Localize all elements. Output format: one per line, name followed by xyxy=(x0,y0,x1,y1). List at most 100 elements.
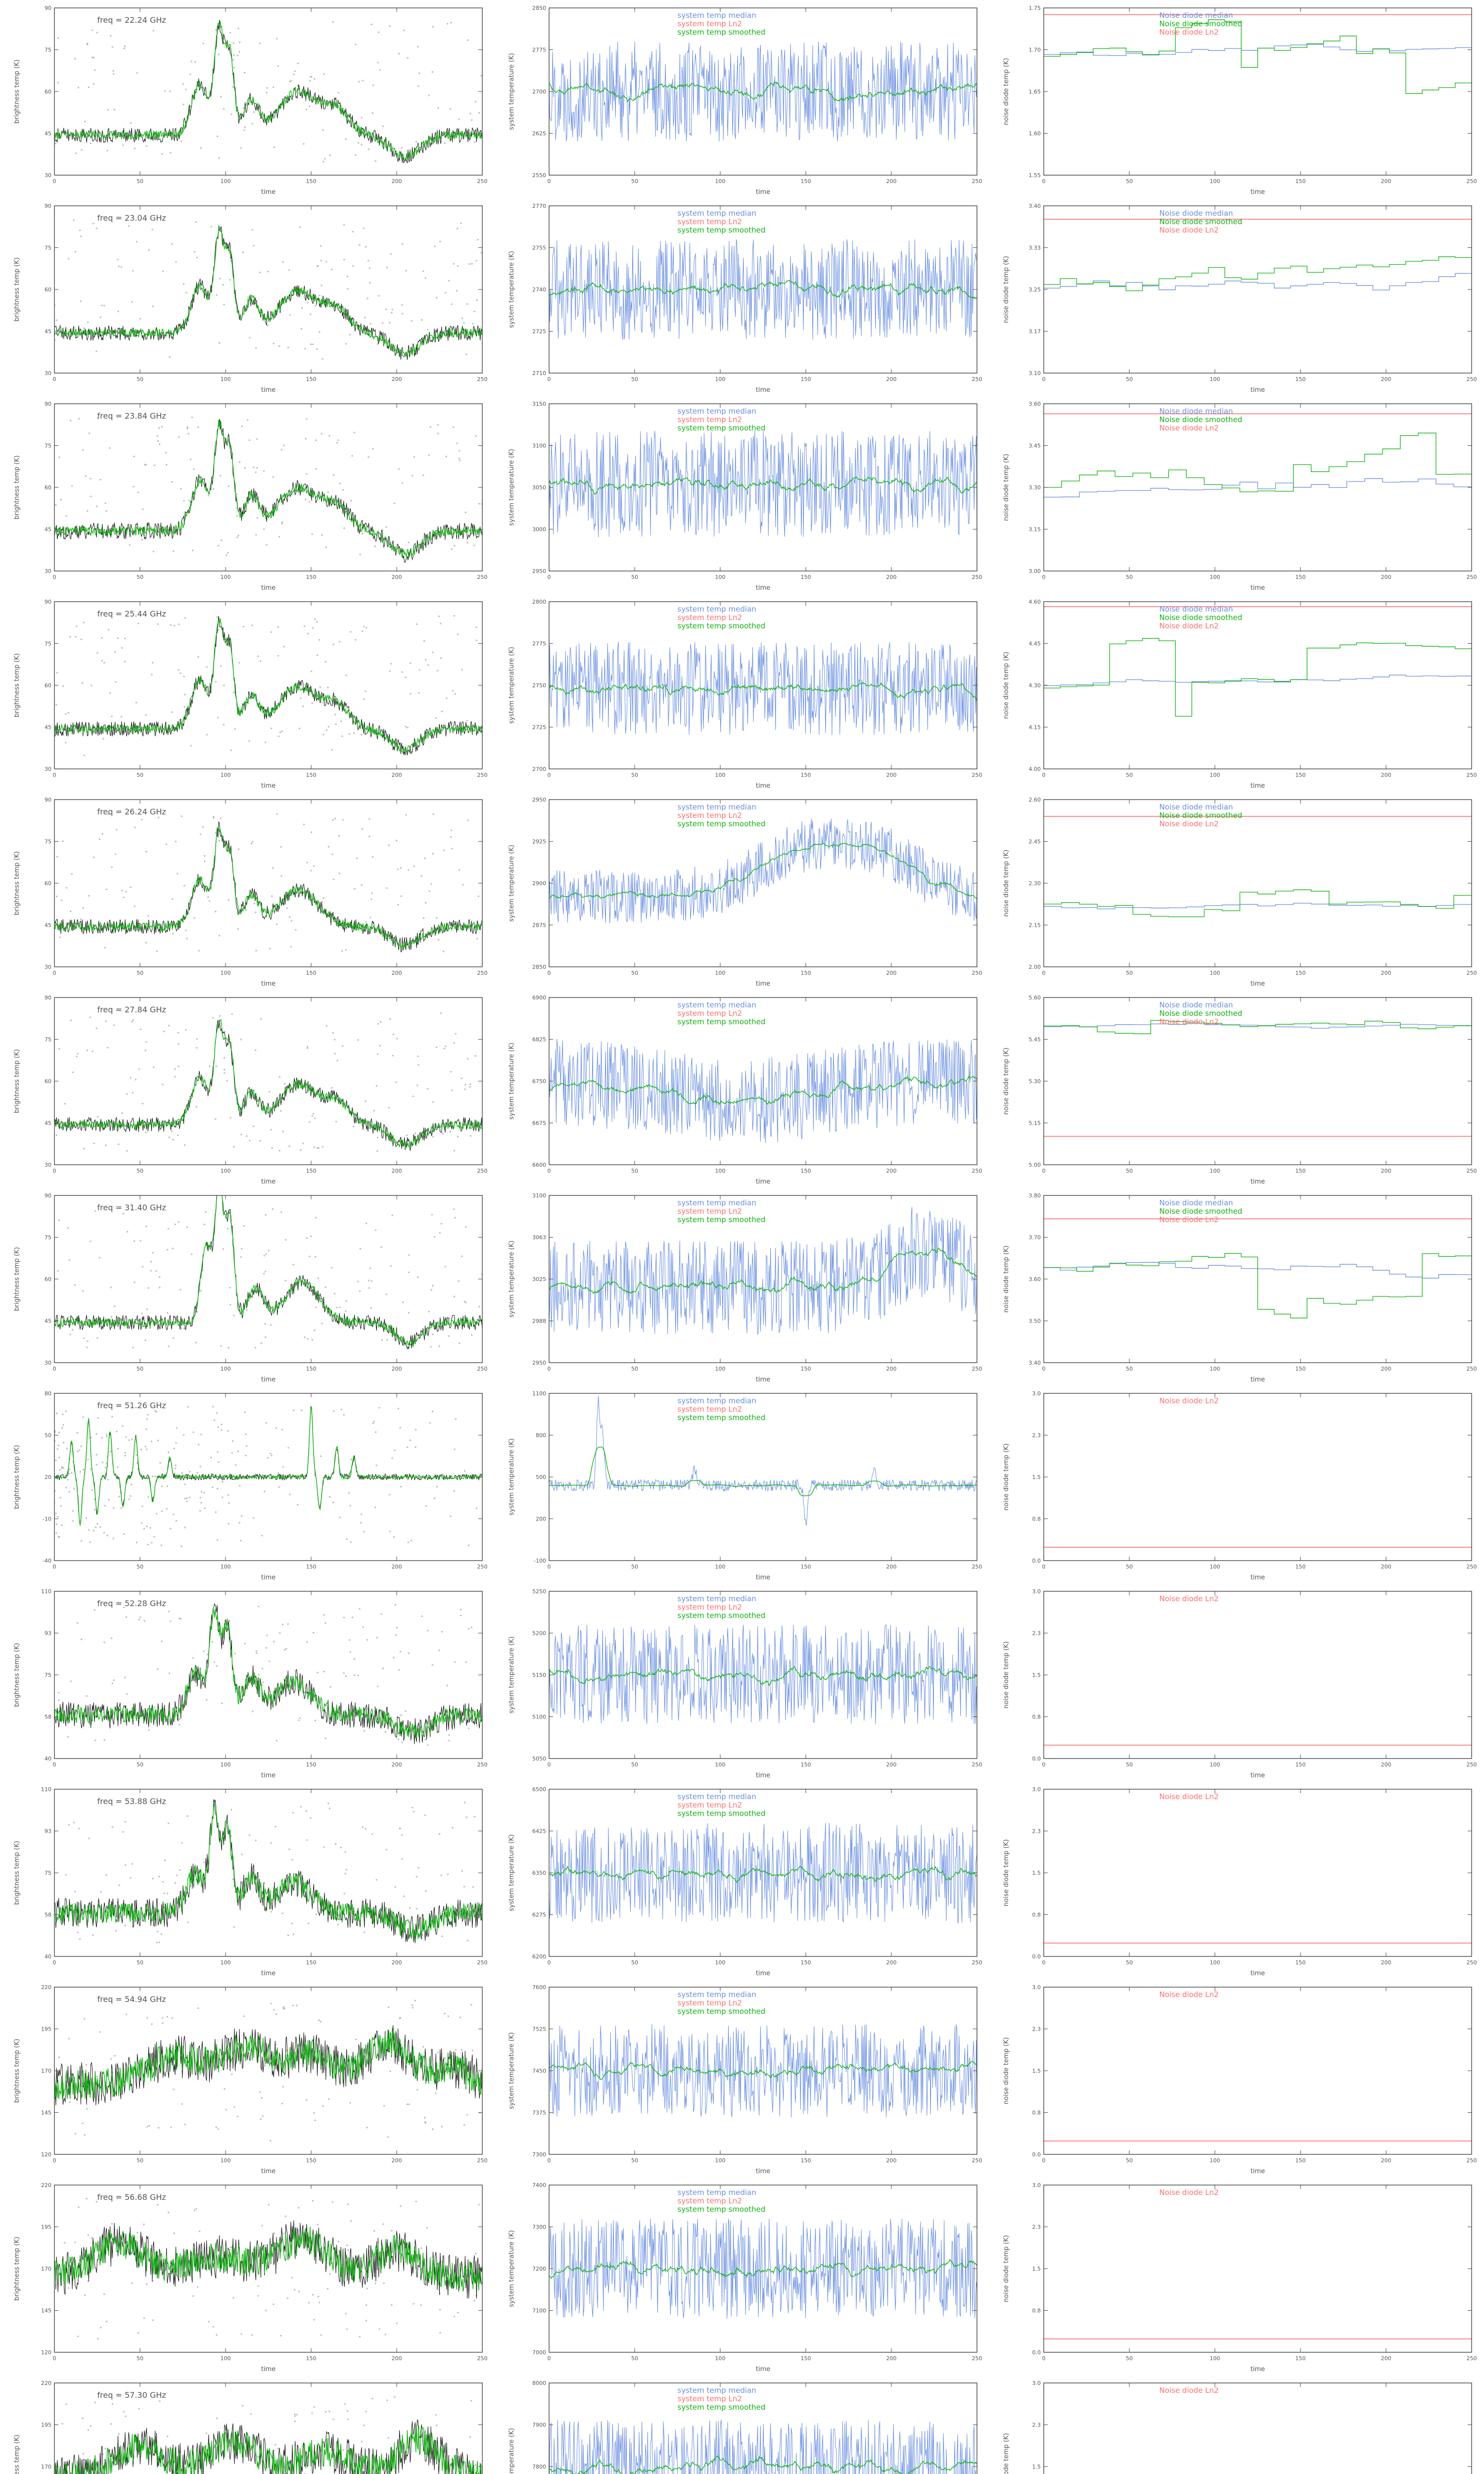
svg-text:250: 250 xyxy=(972,1366,982,1372)
svg-text:2.3: 2.3 xyxy=(1032,1432,1041,1439)
svg-text:100: 100 xyxy=(221,178,231,185)
svg-text:0: 0 xyxy=(1042,772,1046,778)
svg-text:50: 50 xyxy=(631,2157,638,2164)
svg-text:150: 150 xyxy=(1296,970,1306,976)
svg-text:3.40: 3.40 xyxy=(1029,203,1041,209)
svg-text:200: 200 xyxy=(392,376,402,382)
svg-text:93: 93 xyxy=(45,1630,51,1637)
svg-text:200: 200 xyxy=(886,1168,897,1174)
svg-text:5.60: 5.60 xyxy=(1029,995,1041,1001)
svg-text:time: time xyxy=(756,1178,770,1186)
svg-text:time: time xyxy=(756,1772,770,1779)
svg-text:system temp Ln2: system temp Ln2 xyxy=(678,1998,742,2007)
svg-text:time: time xyxy=(261,782,276,790)
svg-text:100: 100 xyxy=(221,1959,231,1966)
noise-diode-chart: Noise diode median Noise diode smoothed No… xyxy=(989,198,1484,396)
svg-text:3.0: 3.0 xyxy=(1032,1390,1041,1397)
svg-text:200: 200 xyxy=(886,574,897,580)
svg-text:3.0: 3.0 xyxy=(1032,2380,1041,2386)
svg-text:60: 60 xyxy=(45,1276,51,1283)
svg-text:250: 250 xyxy=(477,2355,488,2362)
svg-text:150: 150 xyxy=(306,2157,317,2164)
svg-text:250: 250 xyxy=(972,1761,982,1768)
svg-text:250: 250 xyxy=(972,574,982,580)
svg-text:system temperature (K): system temperature (K) xyxy=(508,1240,515,1318)
svg-text:brightness temp (K): brightness temp (K) xyxy=(13,59,21,124)
svg-text:Noise diode median: Noise diode median xyxy=(1159,11,1233,20)
svg-text:5150: 5150 xyxy=(532,1672,546,1678)
svg-text:150: 150 xyxy=(306,1168,317,1174)
noise-diode-chart: Noise diode median Noise diode smoothed No… xyxy=(989,792,1484,990)
brightness-temp-chart: freq = 25.44 GHz 0 50 100 150 200 250 30 45 60 75 9… xyxy=(0,594,495,792)
svg-text:150: 150 xyxy=(306,1366,317,1372)
svg-text:100: 100 xyxy=(221,574,231,580)
svg-text:Noise diode Ln2: Noise diode Ln2 xyxy=(1159,1990,1219,1999)
svg-text:150: 150 xyxy=(1296,1761,1306,1768)
svg-text:2775: 2775 xyxy=(532,47,546,53)
svg-text:noise diode temp (K): noise diode temp (K) xyxy=(1003,2037,1010,2104)
svg-text:freq = 23.04 GHz: freq = 23.04 GHz xyxy=(97,213,166,223)
svg-text:110: 110 xyxy=(41,1588,51,1595)
svg-text:Noise diode smoothed: Noise diode smoothed xyxy=(1159,19,1243,28)
svg-text:2700: 2700 xyxy=(532,766,546,772)
brightness-temp-chart: freq = 31.40 GHz 0 50 100 150 200 250 30 45 60 75 9… xyxy=(0,1188,495,1385)
svg-text:5250: 5250 xyxy=(532,1588,546,1595)
svg-text:time: time xyxy=(261,1376,276,1383)
svg-text:3.25: 3.25 xyxy=(1029,286,1041,293)
svg-text:5050: 5050 xyxy=(532,1756,546,1762)
svg-text:-10: -10 xyxy=(43,1516,51,1522)
svg-text:250: 250 xyxy=(972,2355,982,2362)
svg-text:50: 50 xyxy=(1126,1564,1133,1570)
svg-text:system temp median: system temp median xyxy=(678,1792,756,1801)
svg-text:150: 150 xyxy=(306,1564,317,1570)
svg-text:1100: 1100 xyxy=(532,1390,546,1397)
svg-text:50: 50 xyxy=(137,1959,143,1966)
svg-text:3.80: 3.80 xyxy=(1029,1192,1041,1199)
svg-text:250: 250 xyxy=(477,1959,488,1966)
svg-text:45: 45 xyxy=(45,1318,51,1325)
svg-text:50: 50 xyxy=(137,1564,143,1570)
svg-text:250: 250 xyxy=(1467,376,1477,382)
svg-text:Noise diode smoothed: Noise diode smoothed xyxy=(1159,811,1243,820)
noise-diode-chart: Noise diode Ln2 0 50 100 150 200 250 0.0 0.8 1.5 2… xyxy=(989,1979,1484,2177)
svg-text:200: 200 xyxy=(1381,970,1391,976)
svg-text:time: time xyxy=(1251,386,1265,394)
svg-text:2950: 2950 xyxy=(532,568,546,574)
svg-text:time: time xyxy=(1251,782,1265,790)
svg-text:5.15: 5.15 xyxy=(1029,1120,1041,1127)
svg-text:50: 50 xyxy=(1126,970,1133,976)
svg-text:system temp smoothed: system temp smoothed xyxy=(678,226,766,235)
brightness-temp-chart: freq = 54.94 GHz 0 50 100 150 200 250 120 145 170… xyxy=(0,1979,495,2177)
svg-text:200: 200 xyxy=(886,1761,897,1768)
svg-text:0: 0 xyxy=(53,1366,56,1372)
svg-text:100: 100 xyxy=(1210,970,1220,976)
svg-text:75: 75 xyxy=(45,47,51,53)
svg-text:150: 150 xyxy=(801,1761,811,1768)
svg-text:50: 50 xyxy=(137,1366,143,1372)
svg-text:0.8: 0.8 xyxy=(1032,1912,1041,1918)
svg-text:4.30: 4.30 xyxy=(1029,682,1041,689)
svg-text:0: 0 xyxy=(548,1959,551,1966)
system-temp-chart: system temp median system temp Ln2 system … xyxy=(495,990,989,1188)
svg-text:system temp smoothed: system temp smoothed xyxy=(678,819,766,828)
noise-diode-chart: Noise diode median Noise diode smoothed No… xyxy=(989,0,1484,198)
svg-text:3.60: 3.60 xyxy=(1029,1276,1041,1283)
svg-text:30: 30 xyxy=(45,1360,51,1366)
svg-text:6750: 6750 xyxy=(532,1078,546,1085)
svg-text:system temp Ln2: system temp Ln2 xyxy=(678,2196,742,2205)
svg-text:30: 30 xyxy=(45,370,51,377)
svg-text:5200: 5200 xyxy=(532,1630,546,1637)
svg-text:time: time xyxy=(1251,1574,1265,1581)
svg-text:200: 200 xyxy=(886,376,897,382)
svg-text:freq = 54.94 GHz: freq = 54.94 GHz xyxy=(97,1995,166,2004)
svg-text:0.0: 0.0 xyxy=(1032,1953,1041,1960)
svg-text:system temperature (K): system temperature (K) xyxy=(508,449,515,526)
svg-text:freq = 53.88 GHz: freq = 53.88 GHz xyxy=(97,1797,166,1806)
svg-text:time: time xyxy=(756,1376,770,1383)
svg-text:3.0: 3.0 xyxy=(1032,2182,1041,2189)
svg-text:time: time xyxy=(261,980,276,988)
svg-text:150: 150 xyxy=(801,574,811,580)
svg-text:220: 220 xyxy=(41,2380,51,2386)
svg-text:100: 100 xyxy=(1210,1366,1220,1372)
svg-text:3.00: 3.00 xyxy=(1029,568,1041,574)
